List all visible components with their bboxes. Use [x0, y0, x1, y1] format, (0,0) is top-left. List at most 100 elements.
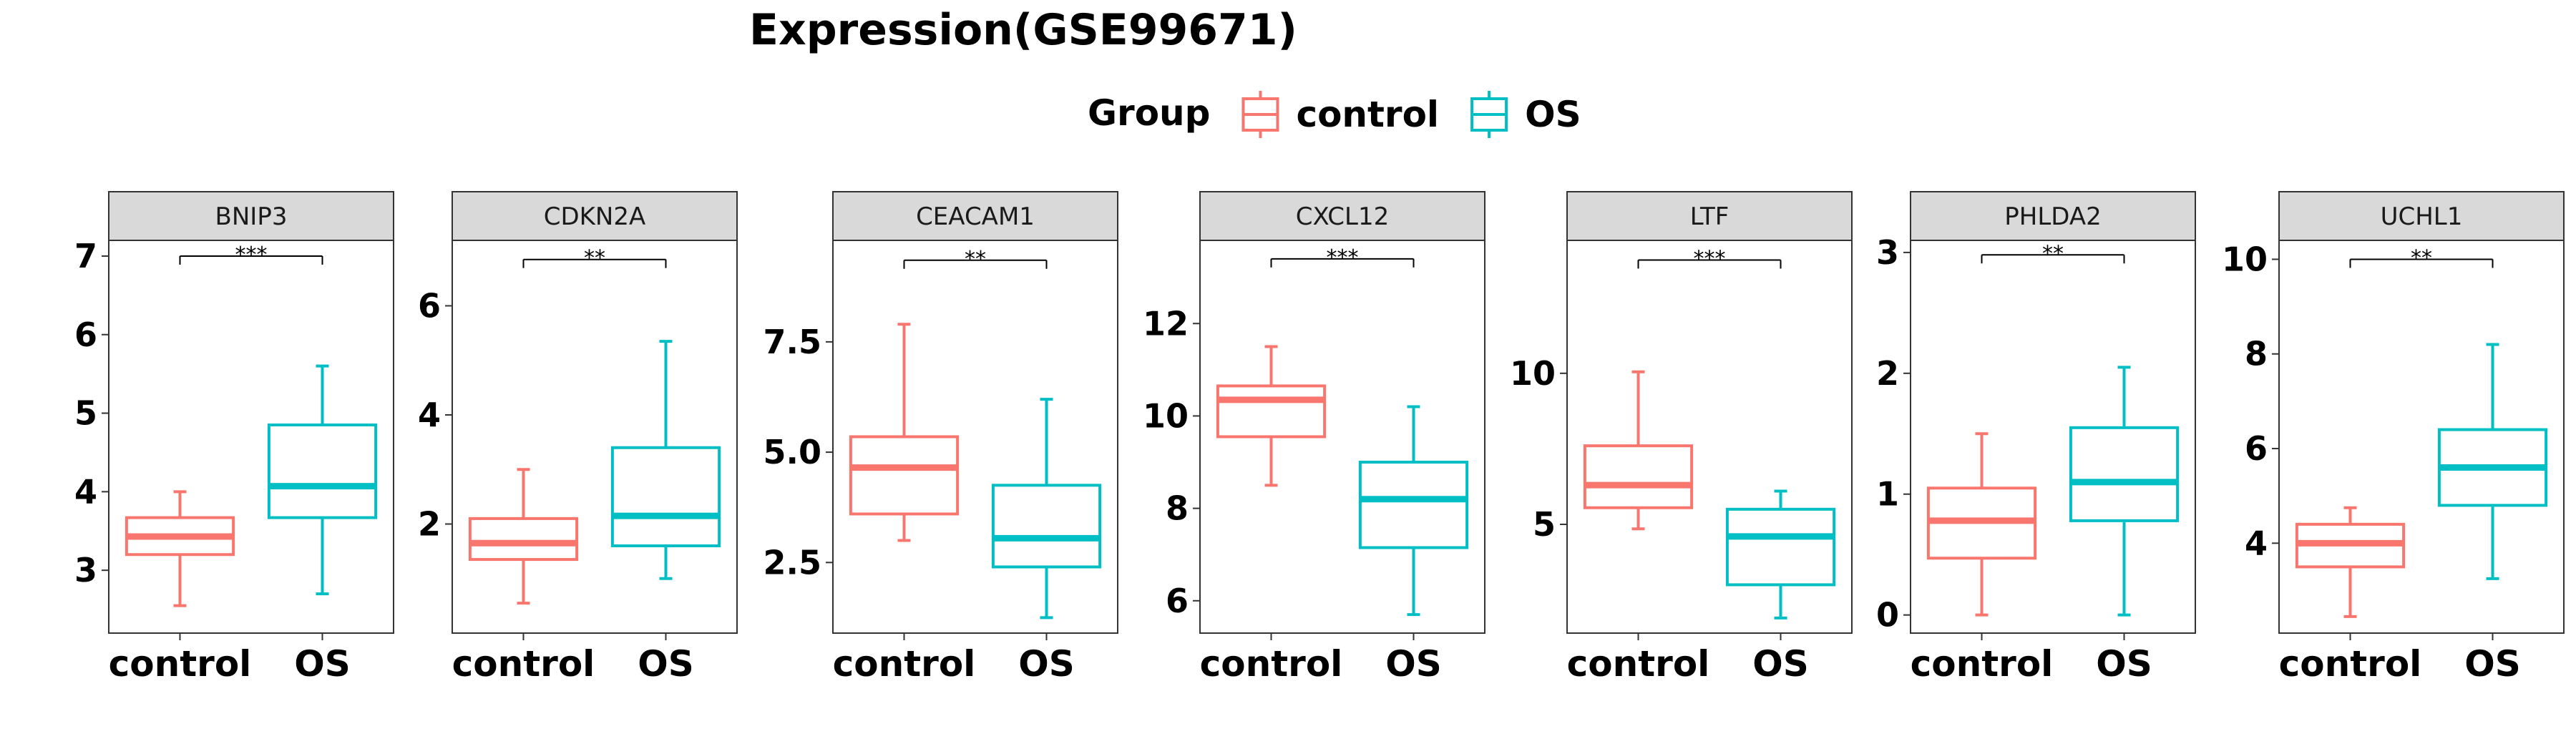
x-tick-label: OS [1752, 643, 1809, 685]
x-tick-label: control [452, 643, 595, 685]
y-tick-label: 6 [2245, 429, 2268, 468]
facet-strip [452, 191, 738, 241]
y-tick-label: 7.5 [763, 323, 822, 361]
legend-label-os: OS [1525, 94, 1581, 135]
significance-bracket: ** [1981, 241, 2125, 266]
legend-key-os [1470, 91, 1508, 138]
facet-strip-label: LTF [1690, 202, 1729, 231]
boxplot-os [267, 364, 378, 596]
box-iqr [267, 423, 378, 519]
boxplot-control [468, 468, 579, 605]
boxplot-control [125, 490, 235, 607]
legend: Group control OS [1088, 91, 1581, 138]
facet-panel-bnip3: BNIP3 3 4 5 6 7 control OS *** [74, 191, 394, 685]
x-tick-label: control [109, 643, 252, 685]
facet-panel-cxcl12: CXCL12 6 8 10 12 control OS *** [1143, 191, 1485, 685]
y-tick-label: 12 [1143, 304, 1189, 343]
x-tick-label: control [1200, 643, 1343, 685]
y-tick-label: 2 [1876, 354, 1899, 393]
facet-panel-uchl1: UCHL1 4 6 8 10 control OS ** [2222, 191, 2565, 685]
chart-title: Expression(GSE99671) [749, 5, 1297, 55]
x-tick-label: control [1911, 643, 2054, 685]
y-tick-label: 8 [1166, 489, 1189, 528]
facet-strip-label: CEACAM1 [916, 202, 1035, 231]
x-tick-label: control [2279, 643, 2422, 685]
box-iqr [991, 484, 1102, 569]
y-tick-label: 8 [2245, 335, 2268, 373]
significance-bracket: ** [903, 247, 1048, 272]
significance-label: *** [1694, 246, 1726, 271]
x-tick-label: OS [2096, 643, 2152, 685]
y-tick-label: 5.0 [763, 433, 822, 471]
y-tick-label: 4 [2245, 524, 2268, 562]
box-iqr [1725, 507, 1836, 587]
box-iqr [1358, 461, 1469, 549]
boxplot-control [1583, 370, 1694, 531]
x-tick-label: OS [1018, 643, 1075, 685]
y-tick-label: 6 [418, 287, 441, 325]
significance-bracket: *** [1637, 246, 1782, 271]
y-tick-label: 2.5 [763, 543, 822, 582]
x-tick-label: OS [294, 643, 351, 685]
y-tick-label: 3 [1876, 233, 1899, 272]
y-tick-label: 4 [418, 396, 441, 434]
significance-label: *** [235, 243, 268, 268]
significance-bracket: ** [522, 246, 667, 271]
facet-panel-cdkn2a: CDKN2A 2 4 6 control OS ** [418, 191, 738, 685]
y-tick-label: 4 [74, 472, 97, 511]
x-tick-label: control [833, 643, 976, 685]
y-tick-label: 5 [1533, 505, 1556, 544]
facet-panel-ceacam1: CEACAM1 2.5 5.0 7.5 control OS ** [763, 191, 1118, 685]
y-tick-label: 1 [1876, 475, 1899, 514]
facet-strip [2278, 191, 2565, 241]
facet-strip-label: CXCL12 [1296, 202, 1390, 231]
boxplot-control [1926, 432, 2037, 617]
boxplot-control [849, 323, 960, 542]
significance-label: *** [1327, 245, 1359, 270]
significance-bracket: *** [1270, 245, 1415, 270]
legend-key-control [1241, 91, 1279, 138]
significance-bracket: ** [2349, 245, 2494, 270]
significance-label: ** [2411, 245, 2432, 270]
facet-strip-label: BNIP3 [215, 202, 288, 231]
facet-strip-label: UCHL1 [2381, 202, 2463, 231]
y-tick-label: 6 [74, 315, 97, 354]
significance-label: ** [2042, 241, 2064, 266]
boxplot-os [1725, 489, 1836, 620]
box-iqr [468, 516, 579, 562]
facet-panel-phlda2: PHLDA2 0 1 2 3 control OS ** [1876, 191, 2196, 685]
boxplot-os [2437, 343, 2548, 580]
y-tick-label: 10 [2222, 240, 2268, 278]
y-tick-label: 5 [74, 394, 97, 433]
facet-panel-ltf: LTF 5 10 control OS *** [1510, 191, 1853, 685]
significance-label: ** [965, 247, 986, 272]
significance-bracket: *** [179, 243, 323, 268]
x-tick-label: OS [638, 643, 694, 685]
legend-title: Group [1088, 92, 1210, 134]
significance-label: ** [584, 246, 605, 271]
facet-strip [108, 191, 394, 241]
boxplot-os [610, 340, 721, 580]
boxplot-control [1216, 345, 1327, 487]
legend-label-control: control [1296, 94, 1439, 135]
facet-panels: BNIP3 3 4 5 6 7 control OS *** CDKN2A 2 4 6 control OS… [74, 191, 2565, 685]
box-iqr [849, 435, 960, 516]
y-tick-label: 2 [418, 505, 441, 544]
box-iqr [1216, 384, 1327, 439]
facet-plot-area [452, 240, 738, 634]
y-tick-label: 7 [74, 237, 97, 275]
box-iqr [1583, 444, 1694, 509]
y-tick-label: 3 [74, 551, 97, 589]
y-tick-label: 10 [1510, 354, 1556, 393]
facet-strip-label: PHLDA2 [2004, 202, 2102, 231]
facet-strip [1910, 191, 2196, 241]
x-tick-label: control [1567, 643, 1710, 685]
boxplot-os [991, 398, 1102, 620]
y-tick-label: 0 [1876, 596, 1899, 635]
x-tick-label: OS [2464, 643, 2521, 685]
x-tick-label: OS [1385, 643, 1442, 685]
boxplot-os [1358, 405, 1469, 617]
boxplot-os [2069, 366, 2180, 617]
